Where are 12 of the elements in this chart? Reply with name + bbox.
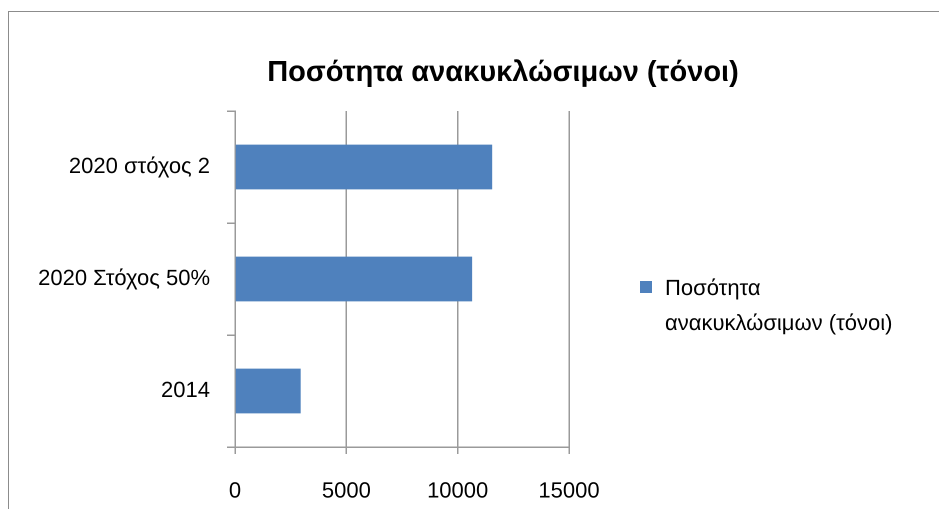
legend-label: Ποσότητα ανακυκλώσιμων (τόνοι) (665, 275, 892, 335)
y-tick-label: 2020 Στόχος 50% (38, 265, 210, 290)
bar (236, 144, 492, 190)
chart-title: Ποσότητα ανακυκλώσιμων (τόνοι) (266, 55, 740, 90)
x-tick-label: 0 (228, 477, 242, 502)
x-tick-label: 10000 (427, 477, 488, 502)
x-tick-label: 15000 (538, 477, 600, 502)
bar (236, 256, 472, 302)
bar (236, 368, 301, 414)
y-tick-label: 2014 (161, 377, 210, 402)
y-tick-label: 2020 στόχος 2 (68, 153, 210, 178)
x-tick-label: 5000 (322, 477, 371, 502)
